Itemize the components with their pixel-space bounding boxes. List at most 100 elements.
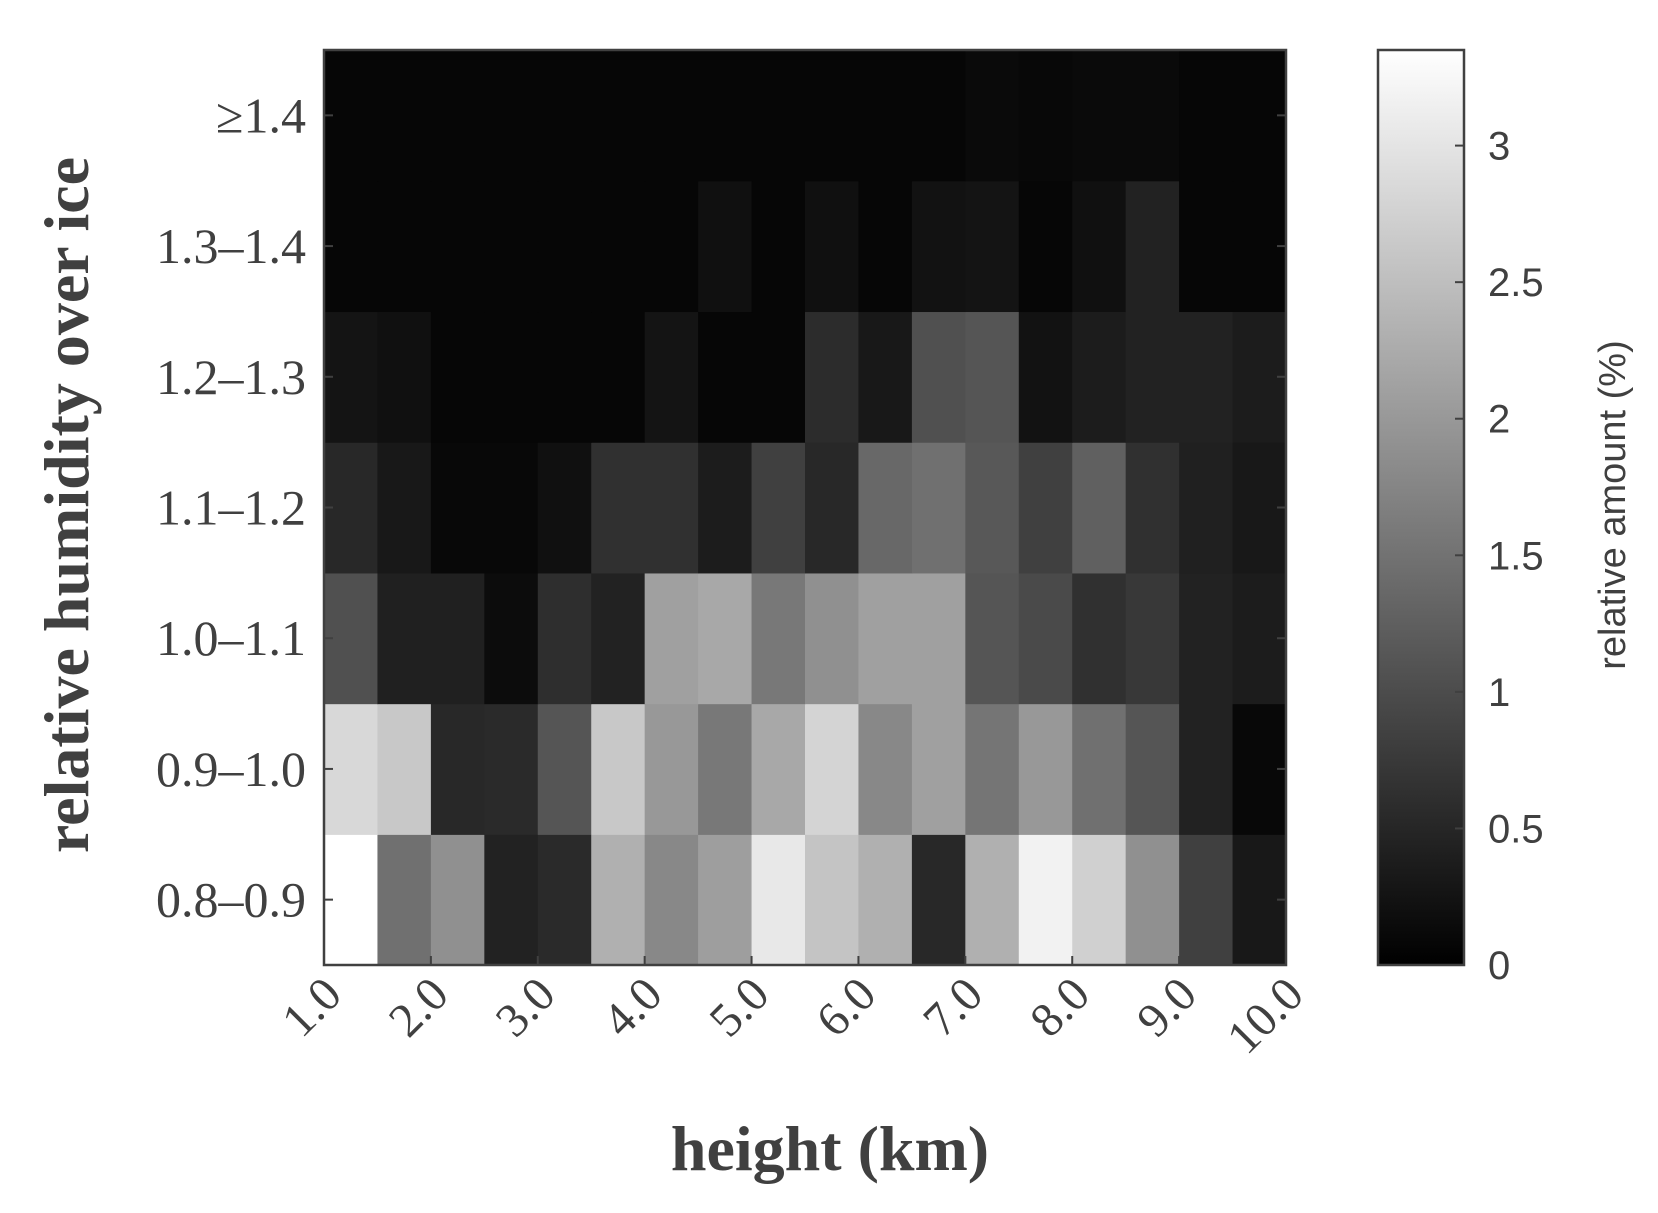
- heatmap-cell: [430, 442, 485, 574]
- heatmap-cell: [377, 180, 432, 313]
- y-axis-title: relative humidity over ice: [31, 157, 102, 853]
- heatmap-cell: [858, 703, 913, 835]
- heatmap-cell: [537, 50, 592, 182]
- heatmap-cell: [805, 703, 860, 835]
- heatmap-cell: [430, 572, 485, 705]
- y-tick-label: 1.3–1.4: [156, 218, 306, 274]
- heatmap-cell: [751, 50, 806, 182]
- x-axis-title: height (km): [671, 1113, 989, 1184]
- heatmap-cell: [377, 50, 432, 182]
- heatmap-cell: [858, 834, 913, 966]
- heatmap-cell: [1018, 703, 1073, 835]
- heatmap-cell: [858, 442, 913, 574]
- colorbar-tick-label: 0.5: [1488, 807, 1544, 851]
- heatmap-cell: [377, 442, 432, 574]
- heatmap-cell: [1125, 703, 1180, 835]
- heatmap-cell: [965, 703, 1020, 835]
- heatmap-cell: [537, 572, 592, 705]
- heatmap-cell: [591, 572, 646, 705]
- colorbar-tick-label: 1.5: [1488, 534, 1544, 578]
- heatmap-cell: [377, 572, 432, 705]
- heatmap-cell: [1179, 572, 1234, 705]
- heatmap-cell: [1179, 834, 1234, 966]
- heatmap-cell: [965, 442, 1020, 574]
- heatmap-cell: [430, 703, 485, 835]
- heatmap-cell: [805, 50, 860, 182]
- x-tick-label: 6.0: [806, 967, 886, 1047]
- colorbar: [1376, 48, 1466, 967]
- heatmap-cell: [858, 180, 913, 313]
- heatmap-cell: [911, 703, 966, 835]
- heatmap-cell: [484, 311, 539, 443]
- heatmap-cell: [1072, 180, 1127, 313]
- plot-frame: [322, 48, 1288, 967]
- heatmap-cell: [591, 50, 646, 182]
- heatmap-cell: [1179, 311, 1234, 443]
- heatmap-cell: [1179, 180, 1234, 313]
- heatmap-cell: [644, 180, 699, 313]
- heatmap-cell: [484, 50, 539, 182]
- x-tick-label: 3.0: [486, 967, 566, 1047]
- heatmap-cell: [644, 572, 699, 705]
- colorbar-tick-label: 2: [1488, 398, 1510, 442]
- heatmap-cell: [805, 834, 860, 966]
- colorbar-label: relative amount (%): [1592, 340, 1634, 669]
- heatmap-cell: [751, 311, 806, 443]
- x-tick-label: 8.0: [1020, 967, 1100, 1047]
- heatmap-cell: [1125, 442, 1180, 574]
- colorbar-tick-label: 2.5: [1488, 261, 1544, 305]
- heatmap-cell: [698, 572, 753, 705]
- heatmap-cell: [965, 180, 1020, 313]
- heatmap-cell: [591, 834, 646, 966]
- heatmap-cell: [858, 572, 913, 705]
- heatmap-cell: [324, 572, 379, 705]
- heatmap-cell: [1072, 572, 1127, 705]
- heatmap-cell: [430, 180, 485, 313]
- heatmap-cell: [1018, 311, 1073, 443]
- x-tick-label: 7.0: [913, 967, 993, 1047]
- heatmap-cell: [1018, 180, 1073, 313]
- x-tick-label: 1.0: [272, 967, 352, 1047]
- heatmap-cell: [591, 180, 646, 313]
- heatmap-cell: [965, 572, 1020, 705]
- x-tick-label: 10.0: [1217, 967, 1314, 1064]
- heatmap-cell: [377, 311, 432, 443]
- colorbar-tick-label: 1: [1488, 671, 1510, 715]
- heatmap-cell: [698, 703, 753, 835]
- x-tick-label: 2.0: [379, 967, 459, 1047]
- heatmap-cell: [591, 442, 646, 574]
- heatmap-cell: [1179, 442, 1234, 574]
- heatmap-cell: [537, 442, 592, 574]
- heatmap-cell: [1018, 50, 1073, 182]
- heatmap-cell: [430, 311, 485, 443]
- y-tick-label: 0.8–0.9: [156, 872, 306, 928]
- heatmap-cell: [805, 572, 860, 705]
- heatmap-cell: [805, 311, 860, 443]
- heatmap-cell: [911, 834, 966, 966]
- heatmap-cell: [324, 180, 379, 313]
- heatmap-cell: [430, 50, 485, 182]
- heatmap-cell: [484, 703, 539, 835]
- heatmap-cell: [698, 442, 753, 574]
- heatmap-cell: [1125, 311, 1180, 443]
- heatmap-cell: [324, 703, 379, 835]
- heatmap-cell: [644, 703, 699, 835]
- heatmap-cell: [1072, 834, 1127, 966]
- x-tick-label: 9.0: [1127, 967, 1207, 1047]
- heatmap-cell: [644, 834, 699, 966]
- heatmap-cell: [805, 180, 860, 313]
- heatmap-cell: [698, 311, 753, 443]
- heatmap-cell: [1125, 834, 1180, 966]
- heatmap-cell: [537, 834, 592, 966]
- y-tick-label: 1.0–1.1: [156, 610, 306, 666]
- heatmap-cell: [751, 834, 806, 966]
- heatmap-cell: [911, 311, 966, 443]
- heatmap-cell: [698, 180, 753, 313]
- heatmap-cell: [858, 50, 913, 182]
- y-tick-label: 1.1–1.2: [156, 480, 306, 536]
- heatmap-cell: [484, 834, 539, 966]
- colorbar-tick-label: 0: [1488, 944, 1510, 988]
- heatmap-cell: [644, 311, 699, 443]
- heatmap-cell: [911, 50, 966, 182]
